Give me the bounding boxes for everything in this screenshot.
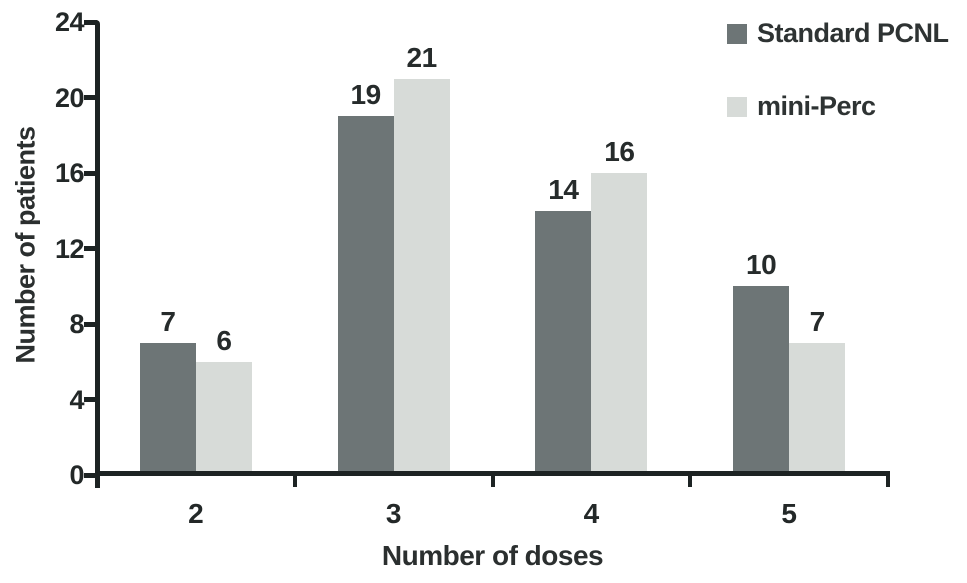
y-tick-mark: [84, 321, 97, 327]
bar-value-label: 7: [809, 305, 826, 337]
bar-mini-perc: [591, 173, 648, 475]
category-label: 2: [188, 498, 204, 529]
x-axis-title: Number of doses: [381, 540, 604, 571]
bar-value-label: 6: [216, 324, 232, 356]
category-label: 4: [583, 498, 600, 529]
bar-standard-pcnl: [139, 342, 196, 475]
legend-label: mini-Perc: [757, 91, 876, 121]
legend-swatch-mini-perc: [727, 96, 747, 117]
legend-swatch-standard-pcnl: [727, 23, 747, 44]
y-tick-mark: [84, 397, 97, 402]
category-label: 5: [781, 498, 797, 529]
bar-mini-perc: [789, 342, 846, 475]
bar-value-label: 10: [746, 249, 777, 281]
legend: Standard PCNL mini-Perc: [727, 18, 949, 122]
y-tick-mark: [84, 170, 97, 176]
y-tick-label: 24: [54, 7, 85, 37]
y-tick-mark: [84, 246, 97, 251]
bar-value-label: 14: [548, 173, 579, 205]
x-tick-mark: [688, 472, 693, 487]
x-tick-mark: [95, 472, 99, 487]
bar-value-label: 21: [406, 41, 438, 73]
bar-value-label: 19: [350, 79, 382, 111]
y-tick-label: 20: [54, 82, 85, 113]
y-tick-label: 12: [54, 233, 85, 264]
y-tick-label: 8: [69, 309, 84, 339]
y-tick-label: 4: [69, 384, 84, 415]
x-tick-mark: [886, 472, 890, 487]
bar-value-label: 7: [160, 305, 176, 337]
bar-value-label: 16: [604, 136, 635, 167]
y-tick-label: 16: [54, 158, 85, 188]
y-tick-mark: [84, 95, 97, 100]
legend-label: Standard PCNL: [757, 18, 949, 48]
y-tick-mark: [84, 19, 97, 25]
bar-mini-perc: [393, 78, 450, 475]
bar-standard-pcnl: [733, 286, 790, 475]
bar-standard-pcnl: [337, 116, 394, 475]
category-label: 3: [385, 498, 402, 529]
y-tick-label: 0: [69, 460, 84, 490]
bar-standard-pcnl: [535, 210, 592, 475]
x-tick-mark: [490, 472, 495, 487]
x-tick-mark: [292, 472, 297, 487]
bar-mini-perc: [195, 361, 252, 475]
legend-item-standard-pcnl: Standard PCNL: [727, 18, 949, 49]
legend-item-mini-perc: mini-Perc: [727, 91, 949, 122]
y-tick-mark: [84, 472, 97, 478]
y-axis-line: [95, 20, 100, 488]
